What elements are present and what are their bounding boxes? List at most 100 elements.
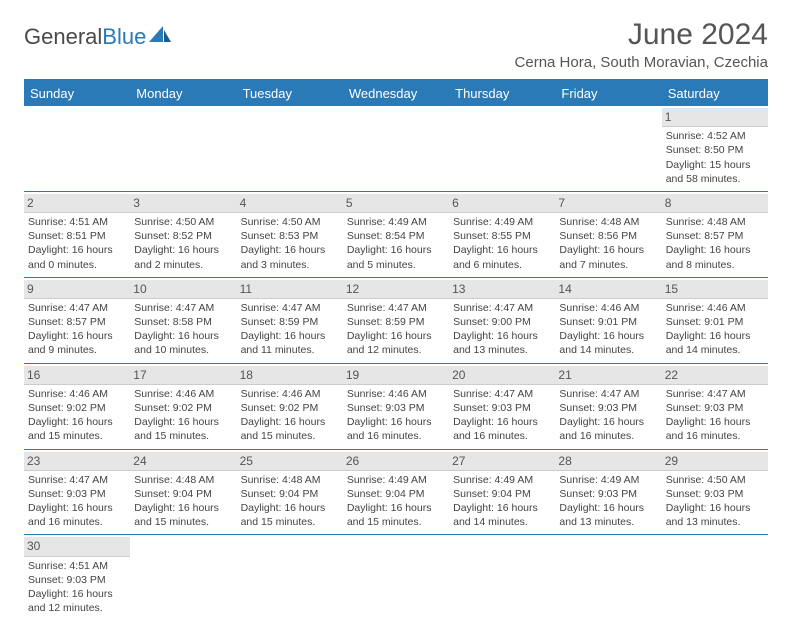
calendar-cell: 6 Sunrise: 4:49 AMSunset: 8:55 PMDaylight…	[449, 191, 555, 277]
calendar-week: 2Sunrise: 4:51 AMSunset: 8:51 PMDaylight…	[24, 191, 768, 277]
sunset-text: Sunset: 9:00 PM	[453, 315, 551, 329]
day-header: Sunday	[24, 80, 130, 106]
day-number: 12	[343, 280, 449, 299]
daylight-text: Daylight: 16 hours and 15 minutes.	[241, 415, 339, 443]
day-number: 28	[555, 452, 661, 471]
day-header: Monday	[130, 80, 236, 106]
title-block: June 2024 Cerna Hora, South Moravian, Cz…	[515, 18, 768, 71]
day-number: 2	[24, 194, 130, 213]
sunset-text: Sunset: 9:04 PM	[347, 487, 445, 501]
calendar-cell: 25Sunrise: 4:48 AMSunset: 9:04 PMDayligh…	[237, 449, 343, 535]
day-number: 3	[130, 194, 236, 213]
calendar-cell	[449, 535, 555, 620]
sunrise-text: Sunrise: 4:47 AM	[134, 301, 232, 315]
calendar-cell: 29Sunrise: 4:50 AMSunset: 9:03 PMDayligh…	[662, 449, 768, 535]
logo-sail-icon	[149, 26, 171, 49]
day-header: Saturday	[662, 80, 768, 106]
sunrise-text: Sunrise: 4:48 AM	[134, 473, 232, 487]
day-number: 20	[449, 366, 555, 385]
sunset-text: Sunset: 8:59 PM	[347, 315, 445, 329]
daylight-text: Daylight: 16 hours and 15 minutes.	[134, 415, 232, 443]
day-number: 23	[24, 452, 130, 471]
calendar-cell: 12 Sunrise: 4:47 AMSunset: 8:59 PMDayligh…	[343, 277, 449, 363]
sunset-text: Sunset: 8:51 PM	[28, 229, 126, 243]
sunset-text: Sunset: 8:52 PM	[134, 229, 232, 243]
day-number: 11	[237, 280, 343, 299]
sunset-text: Sunset: 9:04 PM	[134, 487, 232, 501]
calendar-cell: 17Sunrise: 4:46 AMSunset: 9:02 PMDayligh…	[130, 363, 236, 449]
calendar-cell	[555, 535, 661, 620]
sunrise-text: Sunrise: 4:49 AM	[347, 215, 445, 229]
day-number: 1	[662, 108, 768, 127]
sunrise-text: Sunrise: 4:49 AM	[559, 473, 657, 487]
day-number: 4	[237, 194, 343, 213]
calendar-cell	[130, 106, 236, 191]
day-number: 24	[130, 452, 236, 471]
day-number: 18	[237, 366, 343, 385]
sunrise-text: Sunrise: 4:49 AM	[453, 215, 551, 229]
logo-text-blue: Blue	[102, 24, 146, 50]
sunset-text: Sunset: 9:04 PM	[241, 487, 339, 501]
calendar-cell	[24, 106, 130, 191]
calendar-cell: 28Sunrise: 4:49 AMSunset: 9:03 PMDayligh…	[555, 449, 661, 535]
day-number: 7	[555, 194, 661, 213]
calendar-cell: 13Sunrise: 4:47 AMSunset: 9:00 PMDayligh…	[449, 277, 555, 363]
sunset-text: Sunset: 8:57 PM	[666, 229, 764, 243]
sunrise-text: Sunrise: 4:47 AM	[347, 301, 445, 315]
sunrise-text: Sunrise: 4:46 AM	[559, 301, 657, 315]
sunrise-text: Sunrise: 4:48 AM	[666, 215, 764, 229]
sunrise-text: Sunrise: 4:48 AM	[559, 215, 657, 229]
calendar-cell: 3 Sunrise: 4:50 AMSunset: 8:52 PMDaylight…	[130, 191, 236, 277]
sunset-text: Sunset: 8:55 PM	[453, 229, 551, 243]
daylight-text: Daylight: 16 hours and 2 minutes.	[134, 243, 232, 271]
day-number: 26	[343, 452, 449, 471]
sunset-text: Sunset: 9:03 PM	[347, 401, 445, 415]
sunset-text: Sunset: 8:58 PM	[134, 315, 232, 329]
daylight-text: Daylight: 16 hours and 6 minutes.	[453, 243, 551, 271]
page-title: June 2024	[515, 18, 768, 52]
daylight-text: Daylight: 16 hours and 8 minutes.	[666, 243, 764, 271]
calendar-cell: 11Sunrise: 4:47 AMSunset: 8:59 PMDayligh…	[237, 277, 343, 363]
calendar-cell	[237, 535, 343, 620]
calendar-cell: 8Sunrise: 4:48 AMSunset: 8:57 PMDaylight…	[662, 191, 768, 277]
day-header: Friday	[555, 80, 661, 106]
day-number: 6	[449, 194, 555, 213]
day-number: 27	[449, 452, 555, 471]
sunset-text: Sunset: 9:02 PM	[241, 401, 339, 415]
calendar-week: 30Sunrise: 4:51 AMSunset: 9:03 PMDayligh…	[24, 535, 768, 620]
daylight-text: Daylight: 16 hours and 5 minutes.	[347, 243, 445, 271]
calendar-cell: 16Sunrise: 4:46 AMSunset: 9:02 PMDayligh…	[24, 363, 130, 449]
calendar-cell	[237, 106, 343, 191]
daylight-text: Daylight: 16 hours and 15 minutes.	[28, 415, 126, 443]
sunset-text: Sunset: 9:01 PM	[559, 315, 657, 329]
calendar-cell: 20Sunrise: 4:47 AMSunset: 9:03 PMDayligh…	[449, 363, 555, 449]
calendar-cell: 5Sunrise: 4:49 AMSunset: 8:54 PMDaylight…	[343, 191, 449, 277]
daylight-text: Daylight: 16 hours and 11 minutes.	[241, 329, 339, 357]
day-number: 15	[662, 280, 768, 299]
header: GeneralBlue June 2024 Cerna Hora, South …	[24, 18, 768, 71]
sunset-text: Sunset: 9:03 PM	[559, 401, 657, 415]
sunset-text: Sunset: 8:50 PM	[666, 143, 764, 157]
calendar-cell	[662, 535, 768, 620]
day-number: 29	[662, 452, 768, 471]
daylight-text: Daylight: 16 hours and 14 minutes.	[453, 501, 551, 529]
daylight-text: Daylight: 16 hours and 13 minutes.	[559, 501, 657, 529]
sunrise-text: Sunrise: 4:46 AM	[241, 387, 339, 401]
calendar-cell: 22Sunrise: 4:47 AMSunset: 9:03 PMDayligh…	[662, 363, 768, 449]
sunrise-text: Sunrise: 4:50 AM	[134, 215, 232, 229]
calendar-cell: 4Sunrise: 4:50 AMSunset: 8:53 PMDaylight…	[237, 191, 343, 277]
logo-text-general: General	[24, 24, 102, 50]
sunset-text: Sunset: 9:03 PM	[28, 487, 126, 501]
calendar-week: 1Sunrise: 4:52 AMSunset: 8:50 PMDaylight…	[24, 106, 768, 191]
day-number: 9	[24, 280, 130, 299]
sunrise-text: Sunrise: 4:46 AM	[134, 387, 232, 401]
sunset-text: Sunset: 9:03 PM	[28, 573, 126, 587]
daylight-text: Daylight: 16 hours and 12 minutes.	[347, 329, 445, 357]
day-number: 21	[555, 366, 661, 385]
daylight-text: Daylight: 16 hours and 15 minutes.	[241, 501, 339, 529]
calendar-cell: 21Sunrise: 4:47 AMSunset: 9:03 PMDayligh…	[555, 363, 661, 449]
daylight-text: Daylight: 16 hours and 0 minutes.	[28, 243, 126, 271]
sunrise-text: Sunrise: 4:47 AM	[241, 301, 339, 315]
calendar-cell	[555, 106, 661, 191]
daylight-text: Daylight: 16 hours and 15 minutes.	[347, 501, 445, 529]
